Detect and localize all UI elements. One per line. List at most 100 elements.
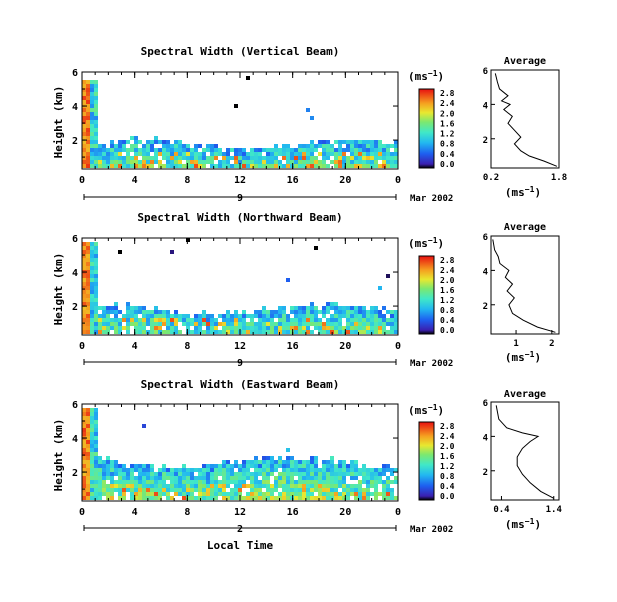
average-y-tick-label: 2 [483,302,488,312]
y-tick-label: 2 [72,302,78,313]
x-tick-label: 12 [234,507,246,518]
colorbar-tick-label: 1.2 [440,130,455,139]
average-y-tick-label: 2 [483,468,488,478]
x-tick-label: 0 [395,507,401,518]
x-tick-label: 12 [234,341,246,352]
average-line [492,239,556,333]
colorbar-tick-label: 0.0 [440,492,455,501]
average-x-tick-label: 1.4 [546,505,563,515]
day-axis: 9 Mar 2002 [83,193,453,204]
colorbar-tick-label: 0.4 [440,316,455,325]
y-tick-label: 4 [72,102,78,113]
colorbar-tick-label: 0.8 [440,306,455,315]
y-tick-label: 6 [72,400,78,411]
colorbar-tick-label: 0.8 [440,472,455,481]
x-tick-label: 8 [184,175,190,186]
x-tick-label: 8 [184,341,190,352]
average-y-tick-label: 4 [483,267,489,277]
average-frame [490,235,560,335]
day-label: 9 [237,358,243,369]
heatmap [81,71,399,170]
average-x-tick-label: 1 [513,339,518,349]
y-tick-label: 4 [72,434,78,445]
average-y-tick-label: 4 [483,101,489,111]
y-axis-label: Height (km) [52,86,65,159]
average-x-tick-label: 1.8 [551,173,567,183]
x-tick-label: 4 [132,175,138,186]
colorbar-tick-label: 2.4 [440,266,455,275]
average-title: Average [504,389,546,400]
panel-title: Spectral Width (Northward Beam) [137,211,342,224]
colorbar-tick-label: 0.8 [440,140,455,149]
colorbar-tick-label: 0.0 [440,326,455,335]
x-tick-label: 0 [79,507,85,518]
x-tick-label: 0 [79,175,85,186]
colorbar-tick-label: 2.0 [440,442,455,451]
month-label: Mar 2002 [410,359,453,369]
average-x-tick-label: 2 [549,339,554,349]
colorbar-tick-label: 2.0 [440,109,455,118]
x-tick-label: 8 [184,507,190,518]
x-tick-label: 0 [395,341,401,352]
month-label: Mar 2002 [410,525,453,535]
heatmap [81,403,399,502]
average-title: Average [504,222,546,233]
colorbar: (ms−1) 0.00.40.81.21.62.02.42.8 [408,236,455,335]
average-x-tick-label: 0.2 [483,173,499,183]
average-title: Average [504,56,546,67]
average-line [494,73,558,167]
x-tick-label: 20 [339,175,351,186]
colorbar-tick-label: 1.6 [440,286,455,295]
bottom-axis-label: Local Time [207,539,274,552]
x-tick-label: 4 [132,341,138,352]
colorbar-tick-label: 2.0 [440,276,455,285]
average-xlabel: (ms−1) [505,350,541,364]
colorbar-tick-label: 2.8 [440,422,455,431]
average-xlabel: (ms−1) [505,185,541,199]
colorbar-tick-label: 2.4 [440,99,455,108]
average-y-tick-label: 6 [483,399,488,409]
x-tick-label: 12 [234,175,246,186]
average-profile: Average 2 4 6 1 2 (ms−1) [483,222,560,364]
x-tick-label: 0 [79,341,85,352]
colorbar: (ms−1) 0.00.40.81.21.62.02.42.8 [408,403,455,501]
colorbar-tick-label: 1.6 [440,119,455,128]
average-profile: Average 2 4 6 0.2 1.8 (ms−1) [483,56,568,199]
x-tick-label: 16 [287,341,299,352]
colorbar-tick-label: 0.0 [440,160,455,169]
colorbar: (ms−1) 0.00.40.81.2 1.62.02.42.8 [408,69,455,169]
average-frame [490,69,560,169]
colorbar-tick-label: 1.2 [440,296,455,305]
average-line [495,405,555,499]
day-axis: 9 Mar 2002 [83,358,453,369]
panel-eastward: Spectral Width (Eastward Beam) Height (k… [52,378,562,552]
panel-northward: Spectral Width (Northward Beam) Height (… [52,211,560,369]
y-axis-label: Height (km) [52,419,65,492]
average-y-tick-label: 2 [483,136,488,146]
average-x-tick-label: 0.4 [493,505,510,515]
colorbar-tick-label: 2.8 [440,89,455,98]
panel-vertical: Spectral Width (Vertical Beam) Height (k… [52,45,567,204]
x-tick-label: 16 [287,175,299,186]
colorbar-tick-label: 0.4 [440,150,455,159]
colorbar-tick-label: 2.8 [440,256,455,265]
x-tick-label: 16 [287,507,299,518]
colorbar-tick-label: 1.2 [440,462,455,471]
x-tick-label: 20 [339,507,351,518]
y-tick-label: 2 [72,136,78,147]
colorbar-unit: (ms−1) [408,236,444,250]
average-profile: Average 2 4 6 0.4 1.4 (ms−1) [483,389,563,531]
x-tick-label: 20 [339,341,351,352]
panel-title: Spectral Width (Eastward Beam) [141,378,340,391]
day-axis: 2 Mar 2002 Local Time [83,524,453,552]
average-y-tick-label: 4 [483,433,489,443]
month-label: Mar 2002 [410,194,453,204]
y-tick-label: 6 [72,68,78,79]
y-tick-label: 4 [72,268,78,279]
average-xlabel: (ms−1) [505,517,541,531]
colorbar-unit: (ms−1) [408,69,444,83]
day-label: 9 [237,193,243,204]
x-tick-label: 0 [395,175,401,186]
